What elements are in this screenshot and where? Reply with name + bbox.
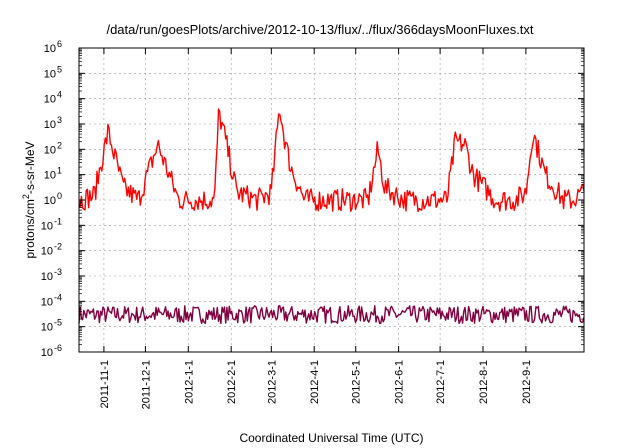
x-tick-label: 2012-2-1 [226, 360, 238, 404]
x-tick-label: 2012-9-1 [521, 360, 533, 404]
y-tick-label: 106 [44, 39, 62, 55]
x-tick-label: 2012-8-1 [478, 360, 490, 404]
y-axis-label-rest: -s-sr-MeV [23, 141, 37, 194]
y-tick-label: 103 [44, 115, 62, 131]
y-tick-label: 10-3 [41, 267, 62, 283]
series-line [78, 108, 585, 213]
y-tick-label: 104 [44, 90, 62, 106]
x-axis-ticks: 2011-11-1 2011-12-1 2012-1-1 2012-2-1 2012-3… [99, 48, 533, 409]
y-tick-label: 10-2 [41, 242, 62, 258]
chart-title: /data/run/goesPlots/archive/2012-10-13/f… [106, 22, 533, 37]
x-axis-label: Coordinated Universal Time (UTC) [239, 431, 423, 445]
y-tick-label: 10-6 [41, 343, 62, 359]
data-series [78, 108, 585, 325]
y-tick-label: 102 [44, 140, 62, 156]
x-tick-label: 2011-11-1 [99, 360, 111, 409]
y-axis-label: protons/cm2-s-sr-MeV [21, 141, 37, 258]
y-axis-label-sup: 2 [21, 194, 31, 199]
series-line [78, 305, 585, 325]
x-tick-label: 2012-3-1 [266, 360, 278, 404]
x-tick-label: 2012-4-1 [309, 360, 321, 404]
y-tick-label: 100 [44, 191, 62, 207]
y-tick-label: 10-1 [41, 216, 62, 232]
x-tick-label: 2012-5-1 [351, 360, 363, 404]
x-tick-label: 2012-1-1 [183, 360, 195, 404]
y-axis-label-main: protons/cm [23, 199, 37, 258]
x-tick-label: 2012-7-1 [435, 360, 447, 404]
x-tick-label: 2011-12-1 [140, 360, 152, 409]
y-tick-label: 10-5 [41, 318, 62, 334]
y-tick-label: 10-4 [41, 292, 62, 308]
y-tick-label: 101 [44, 166, 62, 182]
y-tick-label: 105 [44, 64, 62, 80]
x-tick-label: 2012-6-1 [394, 360, 406, 404]
